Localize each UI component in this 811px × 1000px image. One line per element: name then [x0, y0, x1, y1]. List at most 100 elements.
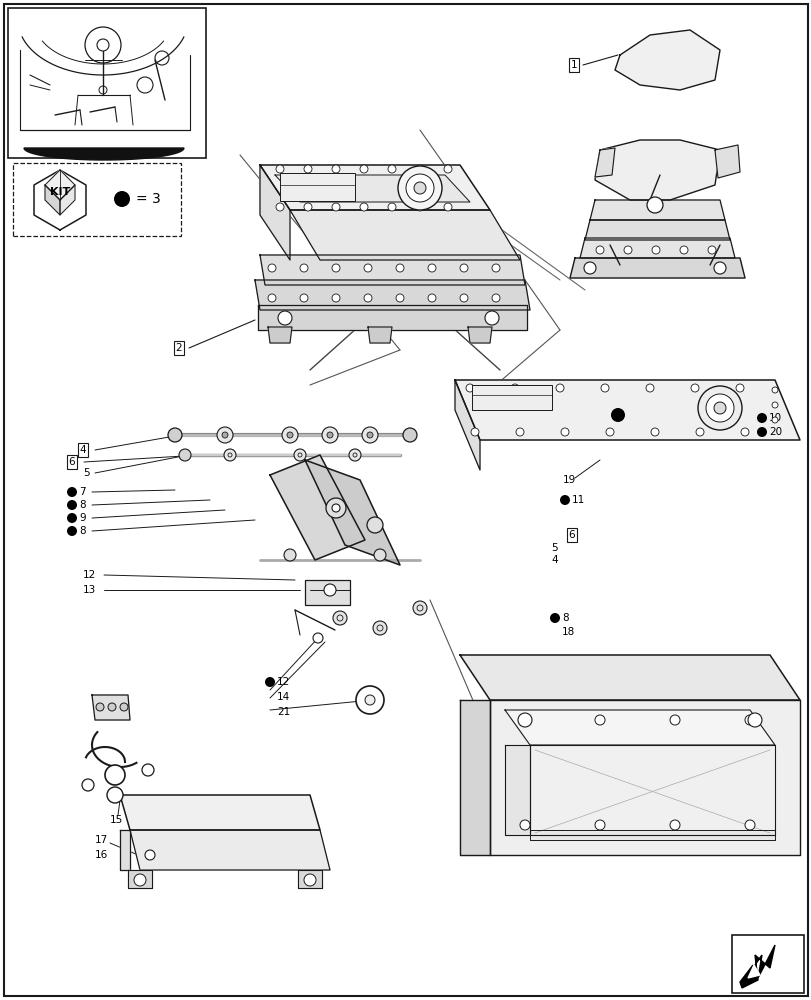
Circle shape: [415, 165, 423, 173]
Circle shape: [388, 165, 396, 173]
Circle shape: [145, 850, 155, 860]
Circle shape: [747, 713, 761, 727]
Text: 1: 1: [570, 60, 577, 70]
Circle shape: [67, 513, 77, 523]
Circle shape: [325, 498, 345, 518]
Polygon shape: [260, 165, 290, 260]
Text: 16: 16: [95, 850, 108, 860]
Polygon shape: [504, 710, 774, 745]
Circle shape: [303, 203, 311, 211]
Circle shape: [650, 428, 659, 436]
Circle shape: [67, 526, 77, 536]
Circle shape: [105, 765, 125, 785]
Circle shape: [359, 165, 367, 173]
Circle shape: [221, 432, 228, 438]
Circle shape: [491, 294, 500, 302]
Circle shape: [178, 449, 191, 461]
Polygon shape: [120, 795, 320, 830]
Circle shape: [299, 294, 307, 302]
Text: 14: 14: [277, 692, 290, 702]
Circle shape: [114, 191, 130, 207]
Circle shape: [466, 384, 474, 392]
Circle shape: [67, 500, 77, 510]
Polygon shape: [34, 170, 86, 230]
Polygon shape: [614, 30, 719, 90]
Circle shape: [332, 264, 340, 272]
Bar: [731, 935, 803, 993]
Polygon shape: [714, 145, 739, 178]
Circle shape: [444, 203, 452, 211]
Circle shape: [470, 428, 478, 436]
Circle shape: [669, 820, 679, 830]
Circle shape: [771, 417, 777, 423]
Text: 5: 5: [551, 543, 557, 553]
Text: KIT: KIT: [49, 187, 70, 197]
Circle shape: [484, 311, 499, 325]
Polygon shape: [258, 305, 526, 330]
Circle shape: [690, 384, 698, 392]
Circle shape: [669, 715, 679, 725]
Circle shape: [349, 449, 361, 461]
Circle shape: [82, 779, 94, 791]
Text: 8: 8: [79, 526, 85, 536]
Circle shape: [388, 203, 396, 211]
Circle shape: [679, 246, 687, 254]
Polygon shape: [594, 148, 614, 177]
Circle shape: [646, 384, 653, 392]
Polygon shape: [747, 965, 759, 978]
Polygon shape: [454, 380, 799, 440]
Circle shape: [333, 611, 346, 625]
Polygon shape: [594, 140, 719, 200]
Polygon shape: [290, 210, 519, 260]
Circle shape: [286, 432, 293, 438]
Bar: [471, 385, 551, 410]
Circle shape: [744, 715, 754, 725]
Text: 4: 4: [551, 555, 557, 565]
Circle shape: [713, 402, 725, 414]
Circle shape: [771, 402, 777, 408]
Circle shape: [355, 686, 384, 714]
Circle shape: [299, 264, 307, 272]
Circle shape: [623, 246, 631, 254]
Circle shape: [414, 182, 426, 194]
Circle shape: [519, 820, 530, 830]
Circle shape: [406, 174, 433, 202]
Circle shape: [120, 703, 128, 711]
Circle shape: [362, 427, 378, 443]
Circle shape: [583, 262, 595, 274]
Bar: [305, 580, 350, 605]
Circle shape: [168, 428, 182, 442]
Polygon shape: [739, 945, 774, 988]
Polygon shape: [460, 700, 489, 855]
Circle shape: [549, 613, 560, 623]
Text: 13: 13: [83, 585, 97, 595]
Circle shape: [740, 428, 748, 436]
Circle shape: [134, 874, 146, 886]
Circle shape: [427, 264, 436, 272]
Circle shape: [363, 264, 371, 272]
Circle shape: [303, 165, 311, 173]
Circle shape: [413, 601, 427, 615]
Circle shape: [415, 203, 423, 211]
Circle shape: [556, 384, 564, 392]
Bar: [280, 173, 354, 201]
Circle shape: [491, 264, 500, 272]
Circle shape: [108, 703, 116, 711]
Circle shape: [332, 203, 340, 211]
Circle shape: [303, 874, 315, 886]
Text: = 3: = 3: [135, 192, 161, 206]
Circle shape: [707, 246, 715, 254]
Polygon shape: [467, 327, 491, 343]
Circle shape: [294, 449, 306, 461]
Polygon shape: [504, 745, 530, 835]
Polygon shape: [489, 700, 799, 855]
Circle shape: [697, 386, 741, 430]
Text: 6: 6: [69, 457, 75, 467]
Text: 18: 18: [561, 627, 574, 637]
Circle shape: [372, 621, 387, 635]
Circle shape: [367, 517, 383, 533]
Polygon shape: [45, 185, 60, 215]
Text: 12: 12: [277, 677, 290, 687]
Circle shape: [427, 294, 436, 302]
Polygon shape: [530, 830, 774, 840]
